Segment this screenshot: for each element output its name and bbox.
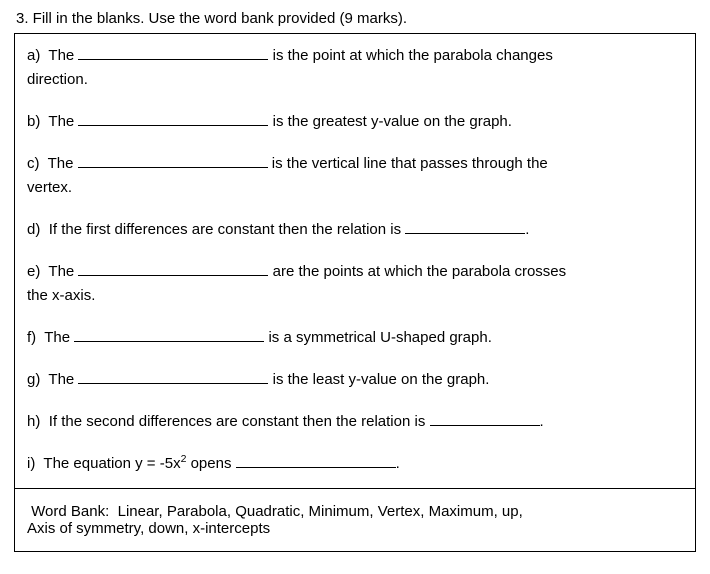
- question-a-pre: The: [48, 47, 74, 64]
- question-f-post: is a symmetrical U-shaped graph.: [268, 329, 491, 346]
- question-b-label: b): [27, 113, 40, 130]
- question-g: g) The is the least y-value on the graph…: [27, 368, 683, 392]
- question-d-pre: If the first differences are constant th…: [49, 221, 401, 238]
- question-d-post: .: [525, 221, 529, 238]
- question-g-post: is the least y-value on the graph.: [273, 371, 490, 388]
- questions-box: a) The is the point at which the parabol…: [15, 34, 695, 489]
- question-h-blank[interactable]: [430, 411, 540, 426]
- question-i-pre1: The equation y = -5x: [43, 455, 180, 472]
- question-g-blank[interactable]: [78, 369, 268, 384]
- question-h-label: h): [27, 413, 40, 430]
- wordbank-label: Word Bank:: [31, 503, 109, 520]
- instruction-header: 3. Fill in the blanks. Use the word bank…: [14, 10, 696, 27]
- question-i-blank[interactable]: [236, 453, 396, 468]
- question-g-label: g): [27, 371, 40, 388]
- question-c-pre: The: [48, 155, 74, 172]
- question-f: f) The is a symmetrical U-shaped graph.: [27, 326, 683, 350]
- question-c-post: is the vertical line that passes through…: [272, 155, 548, 172]
- question-e-blank[interactable]: [78, 261, 268, 276]
- question-d-label: d): [27, 221, 40, 238]
- question-b-post: is the greatest y-value on the graph.: [273, 113, 512, 130]
- wordbank-box: Word Bank: Linear, Parabola, Quadratic, …: [15, 489, 695, 551]
- question-b-blank[interactable]: [78, 111, 268, 126]
- question-h-post: .: [540, 413, 544, 430]
- question-h: h) If the second differences are constan…: [27, 410, 683, 434]
- question-a-blank[interactable]: [78, 45, 268, 60]
- question-i-pre2: opens: [186, 455, 231, 472]
- wordbank-line1: Linear, Parabola, Quadratic, Minimum, Ve…: [118, 503, 523, 520]
- question-f-pre: The: [44, 329, 70, 346]
- question-f-blank[interactable]: [74, 327, 264, 342]
- question-c-cont: vertex.: [27, 179, 72, 196]
- question-c: c) The is the vertical line that passes …: [27, 152, 683, 200]
- question-b: b) The is the greatest y-value on the gr…: [27, 110, 683, 134]
- question-i-label: i): [27, 455, 35, 472]
- worksheet-container: a) The is the point at which the parabol…: [14, 33, 696, 552]
- question-i: i) The equation y = -5x2 opens .: [27, 452, 683, 476]
- question-i-post: .: [396, 455, 400, 472]
- question-d: d) If the first differences are constant…: [27, 218, 683, 242]
- question-a-label: a): [27, 47, 40, 64]
- question-b-pre: The: [48, 113, 74, 130]
- question-e-cont: the x-axis.: [27, 287, 95, 304]
- question-d-blank[interactable]: [405, 219, 525, 234]
- question-e-pre: The: [48, 263, 74, 280]
- question-e: e) The are the points at which the parab…: [27, 260, 683, 308]
- question-c-label: c): [27, 155, 40, 172]
- question-e-label: e): [27, 263, 40, 280]
- question-f-label: f): [27, 329, 36, 346]
- question-e-post: are the points at which the parabola cro…: [273, 263, 567, 280]
- question-g-pre: The: [48, 371, 74, 388]
- wordbank-line2: Axis of symmetry, down, x-intercepts: [27, 520, 270, 537]
- question-h-pre: If the second differences are constant t…: [49, 413, 426, 430]
- question-c-blank[interactable]: [78, 153, 268, 168]
- question-a: a) The is the point at which the parabol…: [27, 44, 683, 92]
- question-a-post: is the point at which the parabola chang…: [273, 47, 553, 64]
- question-a-cont: direction.: [27, 71, 88, 88]
